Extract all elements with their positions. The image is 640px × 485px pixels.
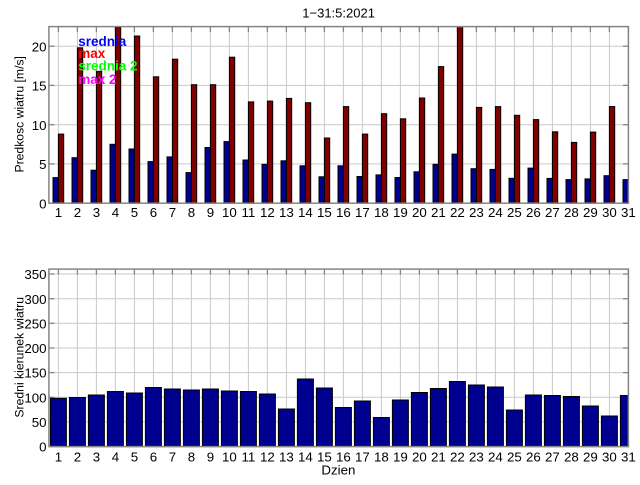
svg-text:100: 100 — [24, 390, 46, 405]
svg-text:2: 2 — [74, 450, 81, 465]
svg-text:22: 22 — [450, 450, 465, 465]
svg-text:21: 21 — [431, 450, 446, 465]
svg-text:max: max — [78, 46, 106, 61]
svg-text:28: 28 — [564, 205, 579, 220]
svg-text:4: 4 — [112, 450, 119, 465]
svg-text:15: 15 — [317, 450, 332, 465]
svg-text:10: 10 — [222, 205, 237, 220]
svg-text:26: 26 — [526, 450, 541, 465]
svg-text:27: 27 — [545, 450, 560, 465]
svg-text:30: 30 — [602, 450, 617, 465]
svg-text:6: 6 — [150, 205, 157, 220]
svg-text:9: 9 — [207, 205, 214, 220]
svg-text:srednia 2: srednia 2 — [78, 59, 137, 74]
svg-text:5: 5 — [131, 450, 138, 465]
svg-text:31: 31 — [621, 205, 636, 220]
svg-text:12: 12 — [260, 450, 275, 465]
svg-text:25: 25 — [507, 205, 522, 220]
svg-text:3: 3 — [93, 450, 100, 465]
svg-text:11: 11 — [241, 450, 255, 465]
svg-text:200: 200 — [24, 341, 46, 356]
svg-text:7: 7 — [169, 450, 176, 465]
svg-text:4: 4 — [112, 205, 119, 220]
svg-text:1: 1 — [55, 450, 62, 465]
svg-text:50: 50 — [32, 415, 47, 430]
svg-text:19: 19 — [393, 205, 408, 220]
svg-text:0: 0 — [39, 196, 46, 211]
svg-text:23: 23 — [469, 450, 484, 465]
svg-text:15: 15 — [317, 205, 332, 220]
svg-text:5: 5 — [39, 157, 46, 172]
svg-text:150: 150 — [24, 366, 46, 381]
svg-text:3: 3 — [93, 205, 100, 220]
svg-text:max 2: max 2 — [78, 72, 116, 87]
svg-text:20: 20 — [412, 450, 427, 465]
svg-text:20: 20 — [32, 39, 47, 54]
svg-text:22: 22 — [450, 205, 465, 220]
svg-text:2: 2 — [74, 205, 81, 220]
svg-text:14: 14 — [298, 450, 313, 465]
svg-text:30: 30 — [602, 205, 617, 220]
svg-text:24: 24 — [488, 205, 503, 220]
svg-text:10: 10 — [222, 450, 237, 465]
svg-text:1−31:5:2021: 1−31:5:2021 — [302, 6, 375, 21]
svg-text:24: 24 — [488, 450, 503, 465]
svg-text:300: 300 — [24, 292, 46, 307]
svg-text:11: 11 — [241, 205, 255, 220]
svg-text:26: 26 — [526, 205, 541, 220]
svg-text:14: 14 — [298, 205, 313, 220]
svg-text:8: 8 — [188, 205, 195, 220]
svg-text:350: 350 — [24, 267, 46, 282]
svg-text:21: 21 — [431, 205, 446, 220]
svg-text:27: 27 — [545, 205, 560, 220]
svg-text:29: 29 — [583, 205, 598, 220]
svg-text:5: 5 — [131, 205, 138, 220]
svg-text:25: 25 — [507, 450, 522, 465]
svg-text:29: 29 — [583, 450, 598, 465]
svg-text:17: 17 — [355, 205, 370, 220]
svg-text:20: 20 — [412, 205, 427, 220]
svg-text:16: 16 — [336, 205, 351, 220]
svg-text:1: 1 — [55, 205, 62, 220]
svg-text:6: 6 — [150, 450, 157, 465]
svg-text:17: 17 — [355, 450, 370, 465]
svg-text:8: 8 — [188, 450, 195, 465]
svg-text:Predkosc wiatru [m/s]: Predkosc wiatru [m/s] — [13, 56, 27, 173]
svg-text:28: 28 — [564, 450, 579, 465]
svg-text:18: 18 — [374, 450, 389, 465]
svg-text:10: 10 — [32, 118, 47, 133]
svg-text:16: 16 — [336, 450, 351, 465]
svg-text:15: 15 — [32, 79, 47, 94]
svg-text:7: 7 — [169, 205, 176, 220]
svg-text:250: 250 — [24, 316, 46, 331]
svg-text:9: 9 — [207, 450, 214, 465]
svg-text:19: 19 — [393, 450, 408, 465]
svg-text:srednia: srednia — [78, 34, 127, 49]
svg-text:18: 18 — [374, 205, 389, 220]
svg-text:0: 0 — [39, 440, 46, 455]
svg-text:13: 13 — [279, 450, 294, 465]
svg-text:31: 31 — [621, 450, 636, 465]
svg-text:13: 13 — [279, 205, 294, 220]
svg-text:Dzien: Dzien — [321, 463, 355, 478]
svg-text:12: 12 — [260, 205, 275, 220]
svg-text:Sredni kierunek wiatru: Sredni kierunek wiatru — [13, 297, 27, 418]
svg-text:23: 23 — [469, 205, 484, 220]
